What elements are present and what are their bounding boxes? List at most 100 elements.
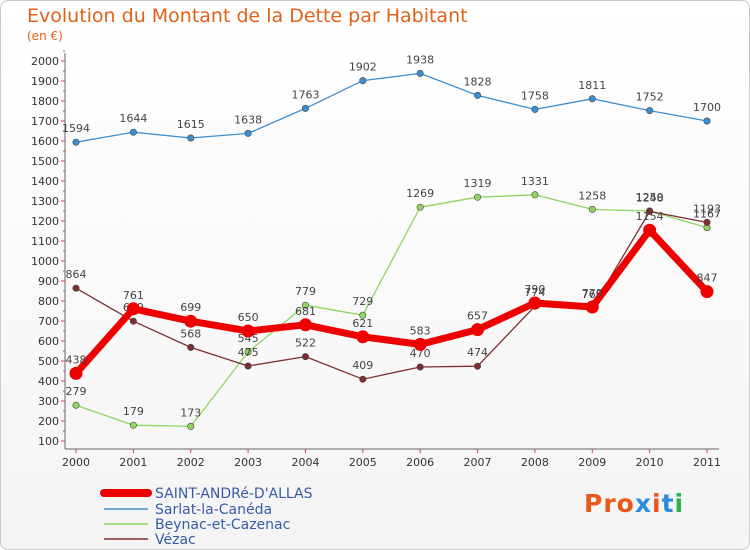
data-point <box>703 218 711 226</box>
data-label: 1250 <box>636 191 664 204</box>
logo-letter: t <box>661 489 675 518</box>
data-point <box>416 69 424 77</box>
x-tick-label: 2010 <box>636 456 664 469</box>
data-label: 1319 <box>464 177 492 190</box>
data-label: 475 <box>238 346 259 359</box>
x-tick-label: 2011 <box>693 456 721 469</box>
y-tick-label: 1800 <box>31 95 59 108</box>
legend-label: Vézac <box>155 532 196 548</box>
data-label: 1154 <box>636 210 664 223</box>
data-label: 847 <box>697 272 718 285</box>
data-point <box>413 337 427 351</box>
data-point <box>646 107 654 115</box>
proxiti-logo: Proxiti <box>584 489 684 518</box>
y-tick-label: 1100 <box>31 235 59 248</box>
x-tick-label: 2007 <box>464 456 492 469</box>
series-line <box>75 72 708 143</box>
data-point <box>244 129 252 137</box>
data-point <box>359 77 367 85</box>
data-point <box>416 363 424 371</box>
data-label: 1811 <box>578 79 606 92</box>
data-label: 1258 <box>578 189 606 202</box>
data-point <box>187 422 195 430</box>
data-point <box>643 223 657 237</box>
data-label: 470 <box>410 347 431 360</box>
data-point <box>531 105 539 113</box>
data-label: 1758 <box>521 89 549 102</box>
data-point <box>588 95 596 103</box>
y-tick-label: 800 <box>38 295 59 308</box>
logo-letter: i <box>652 489 662 518</box>
data-label: 657 <box>467 310 488 323</box>
data-label: 761 <box>123 289 144 302</box>
data-point <box>187 134 195 142</box>
x-tick-label: 2001 <box>119 456 147 469</box>
data-label: 1193 <box>693 202 721 215</box>
legend-label: Sarlat-la-Canéda <box>155 502 272 518</box>
y-tick-label: 500 <box>38 355 59 368</box>
data-point <box>531 191 539 199</box>
x-tick-label: 2005 <box>349 456 377 469</box>
data-point <box>187 343 195 351</box>
data-label: 699 <box>180 301 201 314</box>
y-tick-label: 300 <box>38 395 59 408</box>
data-point <box>184 314 198 328</box>
data-point <box>528 296 542 310</box>
data-label: 770 <box>582 287 603 300</box>
data-label: 474 <box>467 346 488 359</box>
data-label: 279 <box>66 385 87 398</box>
data-point <box>298 318 312 332</box>
data-point <box>356 330 370 344</box>
series-line <box>72 226 711 377</box>
data-label: 864 <box>66 268 87 281</box>
legend-label: Beynac-et-Cazenac <box>155 517 290 533</box>
y-tick-label: 1700 <box>31 115 59 128</box>
data-label: 173 <box>180 406 201 419</box>
data-label: 729 <box>352 295 373 308</box>
logo-letter: i <box>674 489 685 518</box>
data-point <box>126 302 140 316</box>
data-label: 681 <box>295 305 316 318</box>
y-tick-label: 600 <box>38 335 59 348</box>
chart-title: Evolution du Montant de la Dette par Hab… <box>27 5 468 27</box>
data-label: 1828 <box>464 75 492 88</box>
data-label: 1763 <box>291 88 319 101</box>
data-label: 1938 <box>406 53 434 66</box>
data-point <box>301 301 309 309</box>
y-tick-label: 400 <box>38 375 59 388</box>
legend-label: SAINT-ANDRé-D'ALLAS <box>155 486 313 502</box>
series-line <box>75 194 708 428</box>
data-label: 1644 <box>119 112 147 125</box>
data-point <box>703 117 711 125</box>
data-label: 779 <box>295 285 316 298</box>
data-label: 545 <box>238 332 259 345</box>
y-tick-label: 2000 <box>31 55 59 68</box>
data-point <box>471 323 485 337</box>
logo-letter: P <box>584 489 604 518</box>
data-point <box>474 193 482 201</box>
data-label: 583 <box>410 324 431 337</box>
data-label: 774 <box>524 286 545 299</box>
data-label: 1594 <box>62 122 90 135</box>
y-tick-label: 1600 <box>31 135 59 148</box>
data-point <box>69 366 83 380</box>
logo-letter: r <box>603 489 617 518</box>
data-point <box>241 324 255 338</box>
data-label: 1331 <box>521 175 549 188</box>
x-tick-label: 2000 <box>62 456 90 469</box>
y-tick-label: 1900 <box>31 75 59 88</box>
data-point <box>129 317 137 325</box>
chart-subtitle: (en €) <box>27 29 63 43</box>
data-point <box>588 205 596 213</box>
data-label: 568 <box>180 327 201 340</box>
series-line <box>75 210 708 380</box>
y-tick-label: 1000 <box>31 255 59 268</box>
y-tick-label: 900 <box>38 275 59 288</box>
data-point <box>700 285 714 299</box>
data-label: 438 <box>66 353 87 366</box>
y-tick-label: 100 <box>38 435 59 448</box>
data-point <box>72 284 80 292</box>
x-tick-label: 2008 <box>521 456 549 469</box>
data-point <box>72 138 80 146</box>
